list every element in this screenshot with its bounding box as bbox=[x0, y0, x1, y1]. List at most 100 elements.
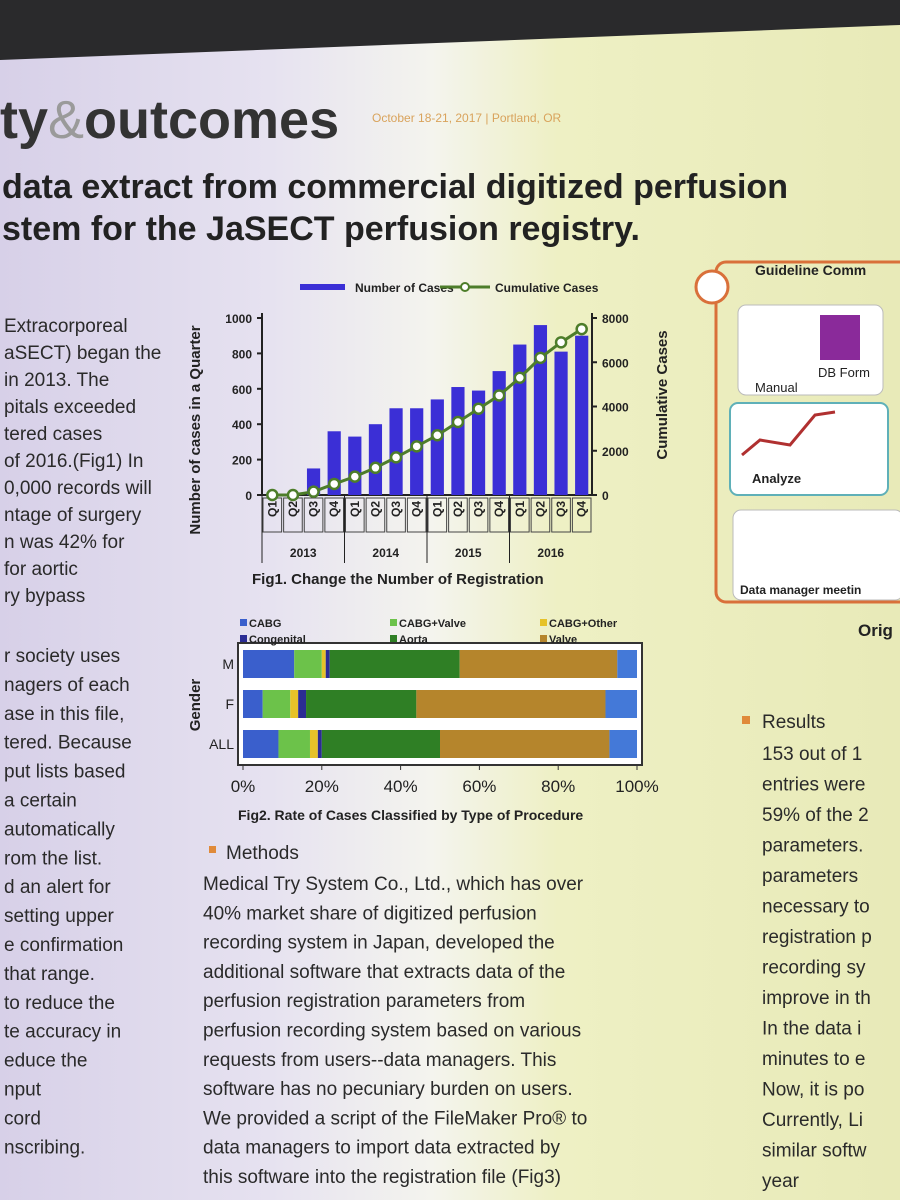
body-line: nscribing. bbox=[4, 1137, 85, 1158]
x-tick-label: Q1 bbox=[430, 501, 444, 517]
legend-label: CABG bbox=[249, 618, 281, 630]
bar-segment bbox=[605, 690, 637, 718]
x-tick-label: 60% bbox=[462, 777, 496, 796]
category-frame bbox=[448, 497, 468, 533]
bar-segment bbox=[278, 730, 310, 758]
body-line: te accuracy in bbox=[4, 1022, 121, 1043]
x-tick-label: 40% bbox=[384, 777, 418, 796]
y-tick-label: F bbox=[225, 696, 234, 712]
y2-tick-label: 8000 bbox=[602, 312, 629, 326]
bar bbox=[533, 325, 548, 495]
results-line: improve in th bbox=[762, 988, 871, 1009]
bar-segment bbox=[243, 730, 279, 758]
line-marker bbox=[472, 402, 485, 415]
category-frame bbox=[386, 497, 406, 533]
guideline-frame bbox=[714, 260, 900, 604]
bar-segment bbox=[609, 730, 637, 758]
figure-caption: Orig bbox=[858, 621, 893, 640]
legend-label: CABG+Valve bbox=[399, 618, 466, 630]
line-marker bbox=[410, 440, 423, 453]
category-frame bbox=[530, 497, 551, 533]
x-tick-label: Q1 bbox=[265, 501, 279, 517]
line-marker bbox=[431, 429, 444, 442]
line-marker bbox=[369, 461, 382, 475]
bar bbox=[430, 399, 444, 495]
legend-swatch bbox=[240, 619, 247, 626]
analyze-icon bbox=[741, 410, 836, 457]
y2-tick-label: 2000 bbox=[602, 445, 629, 459]
group-label: 2014 bbox=[372, 546, 399, 560]
brand: ty&outcomes bbox=[0, 90, 339, 150]
group-label: 2013 bbox=[290, 546, 317, 560]
line-marker bbox=[348, 470, 362, 483]
intro-line: ry bypass bbox=[4, 586, 85, 607]
line-marker bbox=[513, 371, 527, 384]
panel-title: Guideline Comm bbox=[755, 262, 866, 278]
line-marker bbox=[266, 488, 279, 502]
bar bbox=[554, 351, 568, 495]
bar bbox=[368, 424, 383, 495]
y2-tick-label: 4000 bbox=[602, 401, 629, 415]
body-line: nput bbox=[4, 1080, 42, 1101]
line-marker bbox=[534, 351, 547, 365]
y-tick-label: 400 bbox=[232, 418, 252, 432]
brand-amp: & bbox=[48, 90, 84, 150]
meeting-box bbox=[732, 509, 900, 601]
category-frame bbox=[510, 497, 530, 533]
category-frame bbox=[365, 497, 386, 533]
text-blocks: Extracorporeal aSECT) began the in 2013. T… bbox=[4, 316, 872, 1192]
x-tick-label: 0% bbox=[231, 777, 256, 796]
results-line: year bbox=[762, 1171, 800, 1192]
methods-line: additional software that extracts data o… bbox=[203, 962, 565, 983]
methods-line: perfusion recording system based on vari… bbox=[203, 1021, 581, 1042]
bar bbox=[451, 387, 465, 495]
x-tick-label: Q2 bbox=[533, 501, 547, 517]
results-line: necessary to bbox=[762, 897, 870, 918]
line-marker bbox=[389, 451, 403, 464]
y-axis-label: Number of cases in a Quarter bbox=[187, 325, 204, 534]
legend-label: CABG+Other bbox=[549, 618, 618, 630]
cumulative-line bbox=[272, 327, 583, 497]
category-frame bbox=[551, 497, 571, 533]
chart-title: Fig2. Rate of Cases Classified by Type o… bbox=[238, 807, 583, 823]
line-marker bbox=[451, 415, 465, 429]
intro-line: tered cases bbox=[4, 424, 102, 445]
meeting-label: Data manager meetin bbox=[740, 583, 861, 597]
line-marker bbox=[286, 488, 300, 502]
x-tick-label: Q2 bbox=[368, 501, 382, 517]
y-tick-label: ALL bbox=[209, 736, 234, 752]
y-tick-label: 200 bbox=[232, 454, 252, 468]
analyze-box bbox=[729, 402, 889, 496]
x-tick-label: Q4 bbox=[575, 501, 589, 517]
line-marker bbox=[492, 389, 506, 402]
x-tick-label: 20% bbox=[305, 777, 339, 796]
intro-line: ntage of surgery bbox=[4, 505, 142, 526]
x-tick-label: Q1 bbox=[348, 501, 362, 517]
x-tick-label: Q2 bbox=[451, 501, 465, 517]
methods-line: 40% market share of digitized perfusion bbox=[203, 903, 537, 924]
bar-segment bbox=[306, 690, 417, 718]
results-line: minutes to e bbox=[762, 1049, 866, 1070]
results-line: parameters bbox=[762, 866, 858, 887]
bar bbox=[348, 436, 362, 495]
x-tick-label: 80% bbox=[541, 777, 575, 796]
body-line: cord bbox=[4, 1108, 41, 1129]
results-line: Now, it is po bbox=[762, 1080, 864, 1101]
y-tick-label: 600 bbox=[232, 383, 252, 397]
line-marker bbox=[554, 336, 568, 349]
manual-label: Manual bbox=[755, 380, 798, 395]
top-edge bbox=[0, 0, 900, 60]
methods-line: software has no pecuniary burden on user… bbox=[203, 1079, 573, 1100]
y2-tick-label: 0 bbox=[602, 489, 609, 503]
y-axis-label: Gender bbox=[187, 679, 204, 732]
bar bbox=[513, 344, 527, 495]
category-frame bbox=[345, 497, 365, 533]
methods-line: data managers to import data extracted b… bbox=[203, 1138, 560, 1159]
logo bbox=[694, 269, 730, 305]
legend-swatch bbox=[540, 635, 547, 642]
body-line: e confirmation bbox=[4, 935, 123, 956]
brand-end: outcomes bbox=[84, 90, 339, 150]
heading-line: stem for the JaSECT perfusion registry. bbox=[2, 210, 640, 248]
bar-segment bbox=[321, 650, 326, 678]
